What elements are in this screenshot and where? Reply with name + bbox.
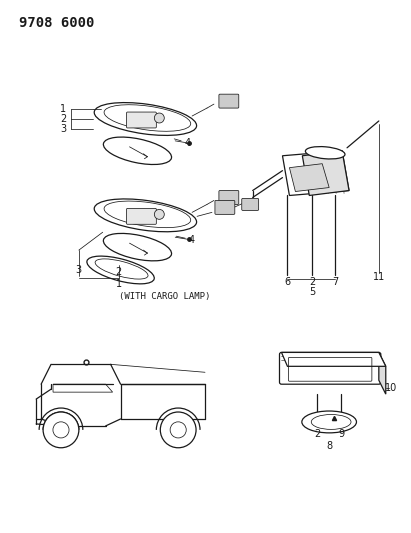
Circle shape xyxy=(160,412,196,448)
Circle shape xyxy=(43,412,79,448)
Ellipse shape xyxy=(104,233,171,261)
Ellipse shape xyxy=(104,137,171,165)
FancyBboxPatch shape xyxy=(242,198,259,211)
Ellipse shape xyxy=(87,256,154,284)
Polygon shape xyxy=(282,352,386,366)
Polygon shape xyxy=(379,352,386,394)
FancyBboxPatch shape xyxy=(127,112,156,128)
FancyBboxPatch shape xyxy=(219,94,239,108)
FancyBboxPatch shape xyxy=(127,208,156,224)
Ellipse shape xyxy=(302,411,356,433)
Ellipse shape xyxy=(94,199,196,232)
Polygon shape xyxy=(302,151,349,196)
Ellipse shape xyxy=(94,102,196,135)
Text: 2: 2 xyxy=(314,429,320,439)
Text: 5: 5 xyxy=(309,287,315,297)
Circle shape xyxy=(155,209,164,219)
Text: 1: 1 xyxy=(60,104,66,114)
Text: 11: 11 xyxy=(373,272,385,282)
Text: 2: 2 xyxy=(115,267,122,277)
Text: 7: 7 xyxy=(332,277,338,287)
Circle shape xyxy=(155,113,164,123)
Ellipse shape xyxy=(305,147,345,159)
Text: 4: 4 xyxy=(185,138,191,148)
Text: 8: 8 xyxy=(326,441,332,451)
Text: 9708 6000: 9708 6000 xyxy=(19,15,95,30)
Text: (WITH CARGO LAMP): (WITH CARGO LAMP) xyxy=(119,292,210,301)
Text: 2: 2 xyxy=(309,277,315,287)
Polygon shape xyxy=(289,164,329,191)
Text: 1: 1 xyxy=(115,279,122,289)
Text: 10: 10 xyxy=(385,383,397,393)
Text: 3: 3 xyxy=(60,124,66,134)
Polygon shape xyxy=(282,151,349,196)
Text: 9: 9 xyxy=(338,429,344,439)
FancyBboxPatch shape xyxy=(279,352,381,384)
FancyBboxPatch shape xyxy=(215,200,235,214)
Text: 6: 6 xyxy=(284,277,291,287)
Text: 4: 4 xyxy=(189,235,195,245)
Text: 3: 3 xyxy=(76,265,82,275)
FancyBboxPatch shape xyxy=(219,190,239,205)
Text: 2: 2 xyxy=(60,114,66,124)
